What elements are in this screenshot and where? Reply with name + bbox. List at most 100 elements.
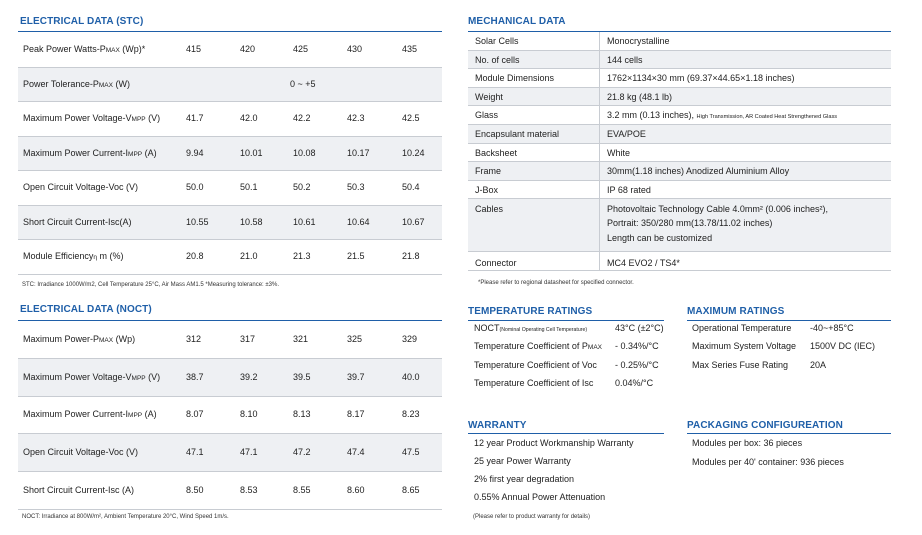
- label-text: Maximum Power Voltage-V: [23, 371, 132, 382]
- stc-span-value: 0 ~ +5: [290, 78, 316, 89]
- label-unit: (V): [145, 371, 161, 382]
- label-text: Power Tolerance-P: [23, 78, 99, 89]
- warranty-title-rule: [468, 433, 664, 434]
- noct-note: NOCT: Irradiance at 800W/m², Ambient Tem…: [22, 514, 229, 520]
- value-small-text: High Transmission, AR Coated Heat Streng…: [696, 114, 838, 121]
- maximum-value: 20A: [810, 359, 827, 370]
- noct-cell: 40.0: [402, 371, 420, 382]
- noct-cell: 8.13: [293, 409, 311, 420]
- stc-row-label: Peak Power Watts-PMAX (Wp)*: [23, 44, 145, 54]
- label-subscript: MAX: [98, 81, 113, 89]
- stc-row: Short Circuit Current-Isc(A) 10.55 10.58 10…: [18, 205, 442, 240]
- label-subscript: MAX: [99, 336, 114, 344]
- mechanical-value: EVA/POE: [607, 129, 646, 139]
- stc-title: ELECTRICAL DATA (STC): [20, 16, 144, 27]
- stc-row-label: Module Efficiencyη m (%): [23, 251, 124, 261]
- label-unit: m (%): [97, 251, 124, 262]
- value-text: White: [607, 147, 631, 158]
- key-text: Temperature Coefficient of P: [474, 341, 588, 352]
- mechanical-row: Cables Photovoltaic Technology Cable 4.0m…: [468, 199, 891, 253]
- key-subscript: MAX: [587, 344, 602, 352]
- temperature-key: Temperature Coefficient of Isc: [474, 378, 593, 388]
- mechanical-key: No. of cells: [475, 54, 520, 65]
- stc-cell: 50.1: [240, 182, 258, 193]
- label-unit: (A): [142, 409, 157, 420]
- stc-cell: 10.64: [347, 216, 370, 227]
- value-text: IP 68 rated: [607, 184, 651, 195]
- mechanical-value: 3.2 mm (0.13 inches), High Transmission,…: [607, 110, 837, 120]
- label-unit: (W): [112, 78, 130, 89]
- key-text: NOCT: [474, 323, 500, 333]
- mechanical-value: 144 cells: [607, 55, 643, 65]
- key-text: Temperature Coefficient of Isc: [474, 377, 594, 388]
- key-text: Temperature Coefficient of Voc: [474, 359, 597, 370]
- maximum-key: Operational Temperature: [692, 323, 792, 333]
- maximum-value: 1500V DC (IEC): [810, 341, 876, 352]
- stc-cell: 20.8: [186, 251, 204, 262]
- row-divider: [18, 66, 442, 68]
- warranty-item: 12 year Product Workmanship Warranty: [474, 438, 634, 448]
- stc-cell: 42.5: [402, 113, 420, 124]
- noct-cell: 8.50: [186, 485, 204, 496]
- noct-row: Maximum Power Current-IMPP (A) 8.07 8.10 8.…: [18, 397, 442, 435]
- column-divider: [599, 106, 600, 125]
- noct-row-label: Maximum Power Current-IMPP (A): [23, 409, 157, 419]
- label-text: Open Circuit Voltage-Voc (V): [23, 447, 139, 458]
- stc-cell: 10.24: [402, 147, 425, 158]
- label-text: Maximum Power Voltage-V: [23, 113, 132, 124]
- mechanical-value: White: [607, 148, 630, 158]
- stc-cell: 50.0: [186, 182, 204, 193]
- packaging-item: Modules per 40' container: 936 pieces: [692, 457, 844, 467]
- stc-cell: 9.94: [186, 147, 204, 158]
- mechanical-row: Weight 21.8 kg (48.1 lb): [468, 87, 891, 107]
- mechanical-row: Module Dimensions 1762×1134×30 mm (69.37×…: [468, 69, 891, 88]
- label-subscript: η: [93, 254, 97, 262]
- mechanical-row: J-Box IP 68 rated: [468, 180, 891, 200]
- value-text: MC4 EVO2 / TS4*: [607, 257, 680, 268]
- row-divider: [18, 170, 442, 171]
- noct-cell: 317: [240, 333, 256, 344]
- label-text: Module Efficiency: [23, 251, 94, 262]
- noct-cell: 47.4: [347, 447, 365, 458]
- column-divider: [599, 50, 600, 70]
- row-divider: [468, 105, 891, 107]
- row-divider: [468, 198, 891, 200]
- noct-row-label: Short Circuit Current-Isc (A): [23, 485, 134, 495]
- noct-row: Open Circuit Voltage-Voc (V) 47.1 47.1 47.2…: [18, 434, 442, 473]
- stc-cell: 21.0: [240, 251, 258, 262]
- temperature-key: Temperature Coefficient of Voc: [474, 360, 597, 370]
- label-unit: (Wp): [113, 333, 136, 344]
- mechanical-row: Encapsulant material EVA/POE: [468, 125, 891, 144]
- value-line-2: Portrait: 350/280 mm(13.78/11.02 inches): [607, 218, 773, 229]
- mechanical-key: Connector: [475, 257, 517, 268]
- label-text: Short Circuit Current-Isc(A): [23, 216, 132, 227]
- noct-cell: 8.55: [293, 485, 311, 496]
- stc-row: Power Tolerance-PMAX (W) 0 ~ +5: [18, 67, 442, 102]
- mechanical-key: Cables: [475, 204, 504, 215]
- noct-cell: 8.23: [402, 409, 420, 420]
- noct-cell: 329: [402, 333, 418, 344]
- label-subscript: MPP: [128, 412, 143, 420]
- temperature-key: Temperature Coefficient of PMAX: [474, 341, 602, 351]
- mechanical-key: J-Box: [475, 184, 499, 195]
- mechanical-key: Backsheet: [475, 147, 518, 158]
- row-divider: [18, 239, 442, 240]
- mechanical-key: Solar Cells: [475, 36, 519, 46]
- label-subscript: MPP: [128, 150, 143, 158]
- value-text: 30mm(1.18 inches) Anodized Aluminium All…: [607, 166, 790, 177]
- mechanical-row: Backsheet White: [468, 143, 891, 163]
- row-divider: [468, 49, 891, 51]
- stc-row: Open Circuit Voltage-Voc (V) 50.0 50.1 50.2…: [18, 171, 442, 206]
- mechanical-key: Module Dimensions: [475, 73, 555, 84]
- stc-cell: 50.3: [347, 182, 365, 193]
- stc-cell: 10.58: [240, 216, 263, 227]
- noct-cell: 47.2: [293, 447, 311, 458]
- label-text: Peak Power Watts-P: [23, 44, 106, 55]
- row-divider: [18, 135, 442, 137]
- row-divider: [468, 179, 891, 181]
- column-divider: [599, 87, 600, 107]
- noct-cell: 39.7: [347, 371, 365, 382]
- noct-title: ELECTRICAL DATA (NOCT): [20, 304, 152, 315]
- noct-title-rule: [18, 320, 442, 321]
- row-divider: [468, 86, 891, 88]
